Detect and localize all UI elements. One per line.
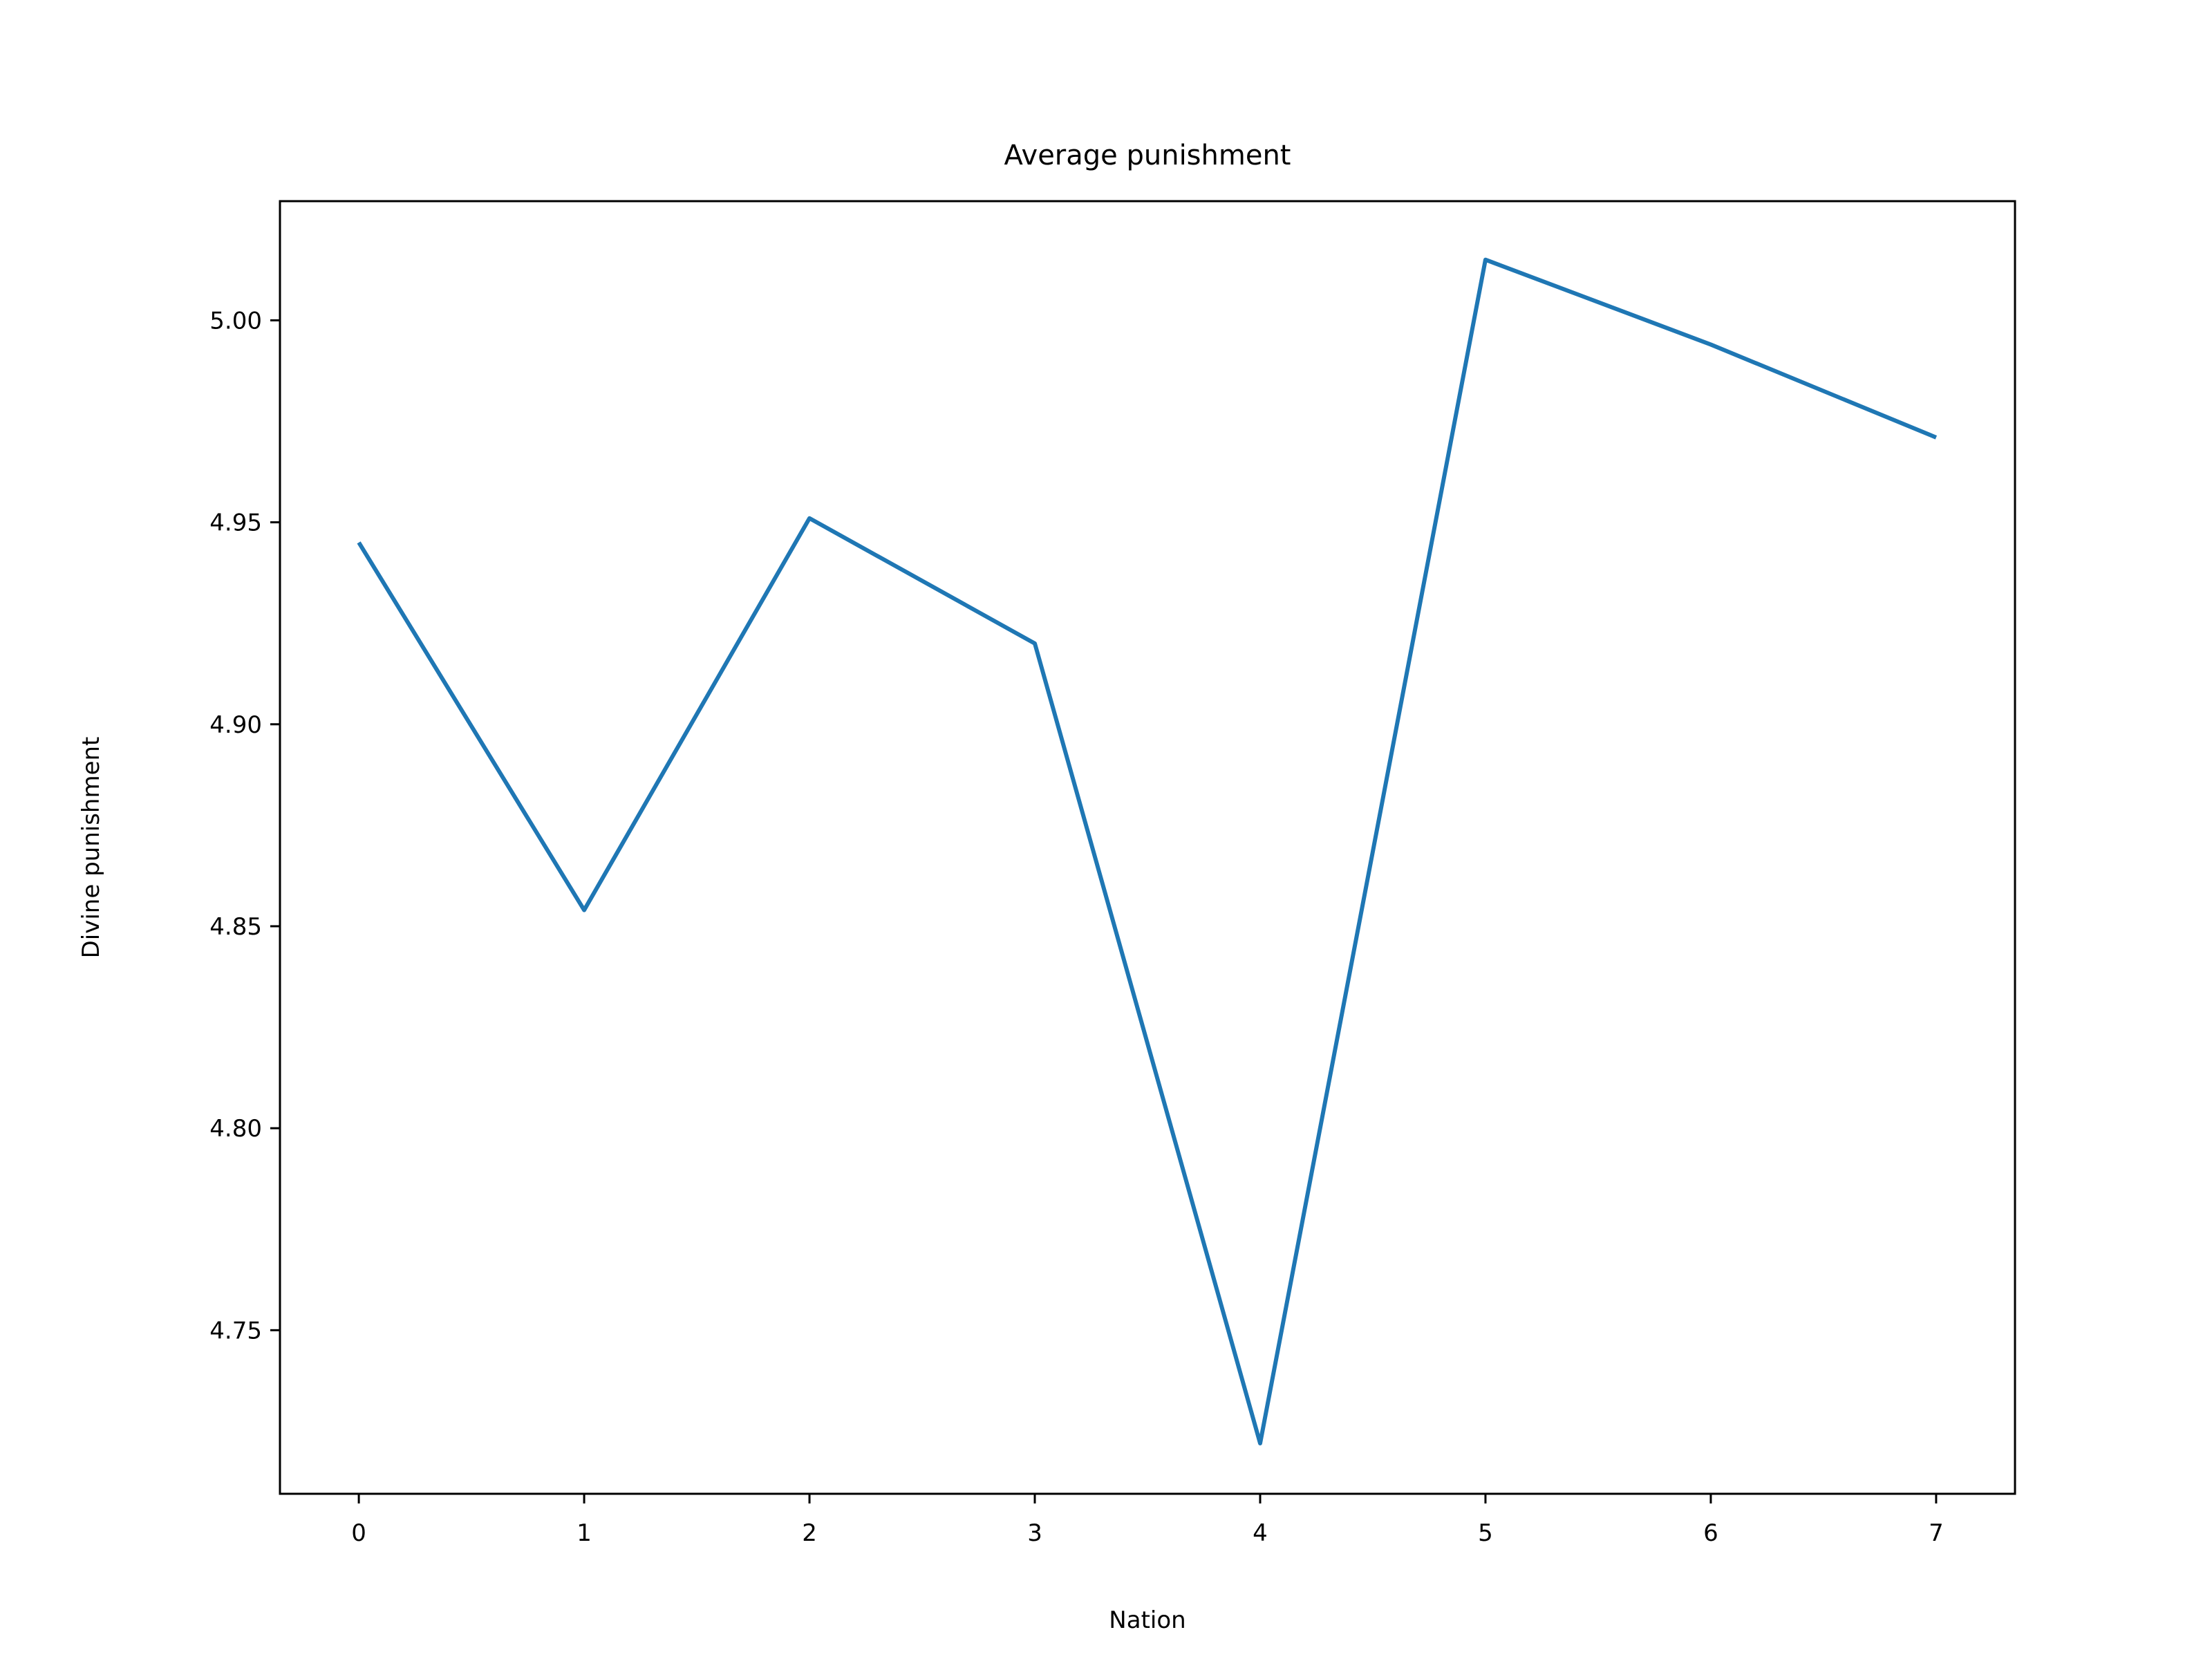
y-tick-label: 4.75 — [209, 1317, 262, 1344]
x-tick-label: 7 — [1929, 1519, 1944, 1547]
y-tick-label: 4.85 — [209, 913, 262, 941]
x-tick-label: 2 — [802, 1519, 817, 1547]
x-tick-label: 1 — [577, 1519, 592, 1547]
y-tick-label: 4.95 — [209, 509, 262, 537]
chart-title: Average punishment — [1004, 140, 1291, 171]
x-tick-label: 6 — [1703, 1519, 1718, 1547]
x-axis: 0 1 2 3 4 5 6 7 — [351, 1494, 1944, 1547]
x-tick-label: 4 — [1253, 1519, 1268, 1547]
x-tick-label: 3 — [1027, 1519, 1042, 1547]
series-line — [357, 257, 1938, 1445]
x-tick-label: 5 — [1478, 1519, 1493, 1547]
y-tick-label: 5.00 — [209, 307, 262, 335]
y-tick-label: 4.80 — [209, 1115, 262, 1143]
x-tick-label: 0 — [351, 1519, 366, 1547]
x-axis-label: Nation — [1109, 1606, 1185, 1634]
y-tick-label: 4.90 — [209, 711, 262, 739]
series-group — [357, 257, 1938, 1445]
y-axis: 4.75 4.80 4.85 4.90 4.95 5.00 — [209, 307, 280, 1344]
y-axis-label: Divine punishment — [77, 737, 105, 959]
plot-area — [279, 200, 2016, 1495]
